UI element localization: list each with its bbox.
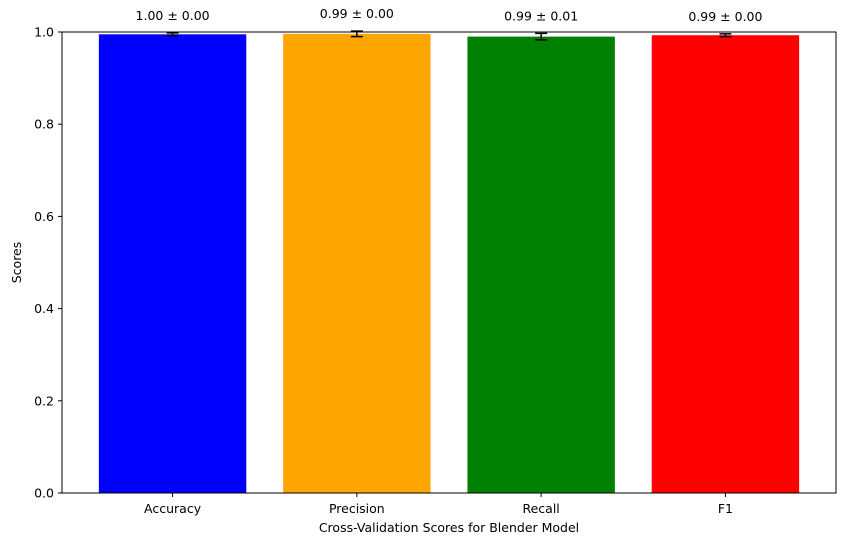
y-tick-label: 0.4	[34, 301, 54, 316]
data-label-recall: 0.99 ± 0.01	[504, 8, 578, 23]
y-tick-label: 0.8	[34, 117, 54, 132]
y-axis-title: Scores	[9, 242, 24, 284]
bars-group	[98, 33, 800, 494]
x-axis-title: Cross-Validation Scores for Blender Mode…	[319, 520, 579, 535]
x-tick-label: Recall	[522, 501, 559, 516]
data-label-accuracy: 1.00 ± 0.00	[136, 8, 210, 23]
x-tick-label: Precision	[329, 501, 385, 516]
bar-f1	[651, 35, 800, 494]
x-tick-label: Accuracy	[144, 501, 202, 516]
y-tick-label: 0.2	[34, 393, 54, 408]
x-axis-ticks: Accuracy Precision Recall F1	[144, 493, 733, 516]
y-tick-label: 1.0	[34, 25, 54, 40]
data-label-f1: 0.99 ± 0.00	[688, 9, 762, 24]
error-bars-group	[166, 30, 732, 41]
bar-recall	[467, 36, 615, 494]
data-labels-group: 1.00 ± 0.00 0.99 ± 0.00 0.99 ± 0.01 0.99 ± …	[136, 6, 763, 24]
data-label-precision: 0.99 ± 0.00	[320, 6, 394, 21]
y-axis-ticks: 0.0 0.2 0.4 0.6 0.8 1.0	[34, 25, 62, 501]
plot-frame	[61, 31, 837, 494]
x-tick-label: F1	[718, 501, 733, 516]
bar-accuracy	[98, 34, 247, 494]
y-tick-label: 0.6	[34, 209, 54, 224]
y-tick-label: 0.0	[34, 486, 54, 501]
bar-precision	[283, 33, 431, 494]
